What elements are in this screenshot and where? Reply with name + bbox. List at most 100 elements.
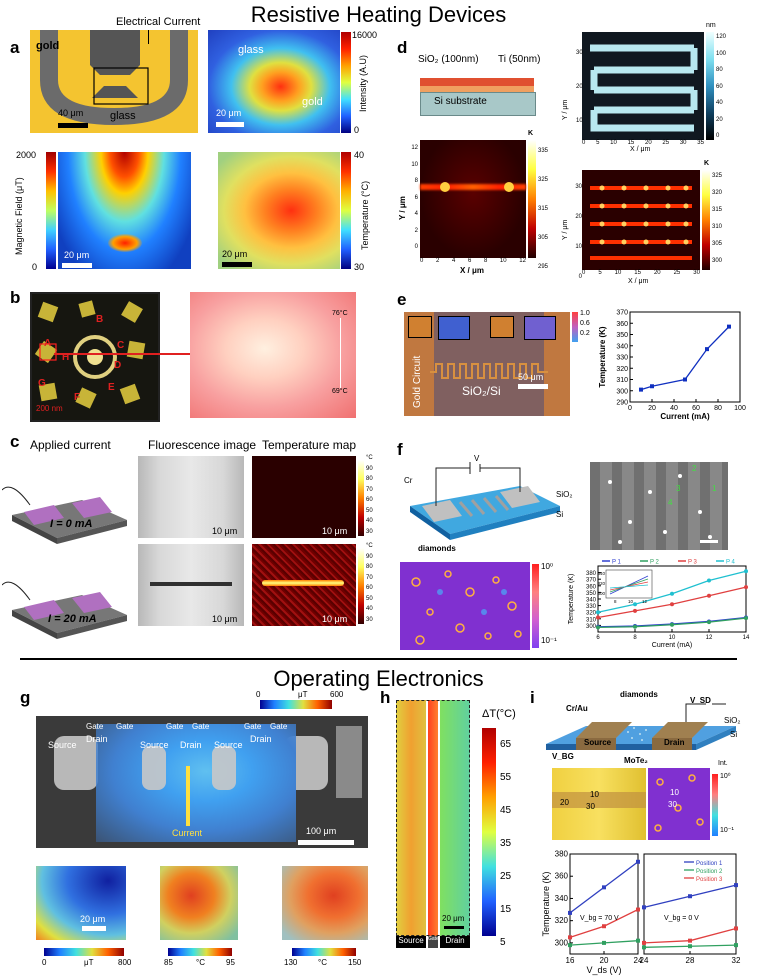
a-temp-min: 30 [354,262,365,272]
c-temp-map-0 [252,456,356,538]
b-letter-h: H [62,352,70,363]
i-diamonds-label: diamonds [620,690,658,699]
g-zoom-magnetic [36,866,126,940]
y-tick-label: 370 [616,310,628,317]
f-sem-label-4: 4 [668,498,673,507]
h-drain-label: Drain [440,936,470,948]
d-nm-unit: nm [706,22,716,29]
y-tick-label: 330 [616,355,628,362]
data-point [734,943,738,948]
f-colorbar [532,564,539,648]
x-tick-label: 16 [566,956,575,965]
x-tick-label: 32 [732,956,741,965]
a-scale-20c-label: 20 μm [222,249,248,259]
c-cb-unit: °C [366,455,373,461]
section-title-resistive: Resistive Heating Devices [250,2,507,27]
data-point [596,615,600,620]
data-point [744,616,748,621]
a-glass-label: glass [110,110,136,122]
i-optical-image [552,768,646,840]
y-tick-label: 380 [586,571,597,577]
g-sem-image [36,716,368,848]
g-cb1-lo: 0 [42,958,47,967]
x-tick-label: 20 [600,956,609,965]
b-temp-scale-line [340,318,341,388]
a-temperature-map [218,152,340,269]
d-br-xticks: 0 5 10 15 20 25 30 [582,270,700,276]
a-int-label: Intensity (A.U) [358,54,368,112]
i-device-schematic [546,703,736,750]
g-current-label: Current [172,828,203,838]
y-tick-label: 310 [616,377,628,384]
h-source-label: Source [396,936,426,948]
a-scale-bar-20a [216,122,244,127]
c-header-temperature: Temperature map [262,438,357,452]
e-gold-circuit-label: Gold Circuit [412,355,423,408]
c-temp-scale-0: 10 μm [322,526,348,536]
legend-label: Position 1 [696,861,723,867]
f-sem-image [590,462,728,550]
i-map-num-10b: 10 [670,788,679,797]
panel-label-f: f [397,440,403,459]
legend-label: Position 2 [696,869,723,875]
y-tick-label: 350 [616,332,628,339]
a-temp-colorbar [341,152,351,269]
y-axis-label: Temperature (K) [598,326,607,388]
a-scale-20a-label: 20 μm [216,108,242,118]
a-scale-bar-20c [222,262,252,267]
data-point [642,905,646,910]
g-cb2-unit: °C [196,958,205,967]
f-diamonds-label: diamonds [418,544,456,553]
d-k-colorbar-2 [702,170,710,270]
a-mag-min: 0 [32,262,38,272]
legend-label: Position 3 [696,877,723,883]
x-tick-label: 100 [734,405,746,412]
x-tick-label: 14 [743,635,750,641]
g-scale-lo: 0 [256,690,261,699]
g-cb3-hi: 150 [348,958,362,967]
a-temp-label: Temperature (°C) [360,180,370,250]
g-cb1 [44,948,124,956]
b-letter-a: A [44,338,52,349]
g-top-colorbar [260,700,332,709]
f-fluor-map [400,562,530,650]
f-device-schematic [410,462,560,540]
c-current-20: I = 20 mA [48,613,97,625]
c-colorbar-ticks-20: °C 90 80 70 60 50 40 30 [366,543,373,623]
g-source-1: Source [48,740,77,750]
a-magnetic-colorbar [46,152,56,269]
h-scale-label: 20 μm [442,914,465,923]
d-k1-ticks: 335 325 315 305 295 [538,148,549,270]
y-tick-label: 330 [586,604,597,610]
y-tick-label: 300 [555,938,569,947]
f-map-hi: 10⁰ [541,562,554,571]
y-tick-label: 360 [616,321,628,328]
d-nm-colorbar [706,32,714,140]
x-tick-label: 20 [648,405,656,412]
data-point [642,945,646,950]
d-ti-label: Ti (50nm) [498,54,541,65]
data-point [602,885,606,890]
g-scale-hi: 600 [330,690,344,699]
y-tick-label: 300 [586,624,597,630]
a-mag-max: 2000 [16,150,37,160]
y-tick-label: 320 [616,366,628,373]
data-point [633,602,637,607]
data-point [633,624,637,629]
inset-x-tick: 12 [642,599,648,604]
section-title-electronics: Operating Electronics [273,666,484,691]
g-cb2-hi: 95 [226,958,235,967]
i-vbg-label: V_BG [552,752,574,761]
d-top-xticks: 0 5 10 15 20 25 30 35 [582,140,704,146]
data-point [727,324,731,329]
b-temp-lo: 69°C [332,388,348,395]
c-device-illustrations [2,486,127,639]
g-scale-unit: μT [298,690,308,699]
inset-y-tick: 340 [597,571,605,576]
g-scale-bar-100 [298,840,354,845]
y-tick-label: 310 [586,617,597,623]
h-drain-strip [440,700,470,936]
data-point [744,585,748,590]
c-colorbar-0 [358,460,364,536]
a-gold-label: gold [36,40,60,52]
